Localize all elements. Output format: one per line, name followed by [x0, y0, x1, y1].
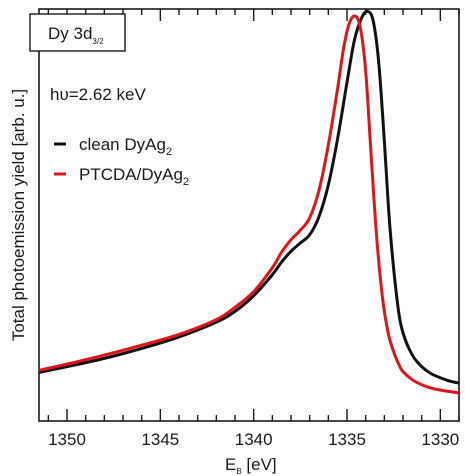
photon-energy-annotation: hυ=2.62 keV: [50, 85, 146, 104]
title-main: Dy 3d: [48, 24, 92, 43]
legend-sub-ptcda: 2: [183, 176, 189, 188]
x-tick-label: 1350: [48, 430, 86, 449]
legend-label-clean: clean DyAg2: [79, 135, 172, 158]
x-axis-label: EB [eV]: [225, 455, 277, 476]
series-line-ptcda: [38, 14, 460, 395]
x-tick-label: 1340: [235, 430, 273, 449]
plot-frame: [38, 8, 460, 422]
title-box: [29, 13, 126, 52]
x-tick-label: 1330: [421, 430, 459, 449]
x-tick-label: 1345: [141, 430, 179, 449]
legend: clean DyAg2 PTCDA/DyAg2: [54, 135, 189, 188]
legend-name-clean: clean DyAg: [79, 135, 166, 154]
x-tick-label: 1335: [328, 430, 366, 449]
title-text: Dy 3d3/2: [48, 24, 104, 46]
x-tick-labels: 1350 1345 1340 1335 1330: [48, 430, 459, 449]
x-axis-label-main: E: [225, 455, 236, 474]
legend-sub-clean: 2: [166, 146, 172, 158]
x-ticks: [47, 9, 460, 421]
legend-label-ptcda: PTCDA/DyAg2: [79, 165, 189, 188]
y-axis-label: Total photoemission yield [arb. u.]: [9, 89, 28, 341]
series-layer: [38, 9, 460, 395]
legend-name-ptcda: PTCDA/DyAg: [79, 165, 183, 184]
x-axis-label-sub: B: [236, 467, 241, 476]
x-axis-label-unit: [eV]: [242, 455, 277, 474]
series-line-clean: [38, 9, 460, 385]
title-sub: 3/2: [92, 37, 104, 46]
